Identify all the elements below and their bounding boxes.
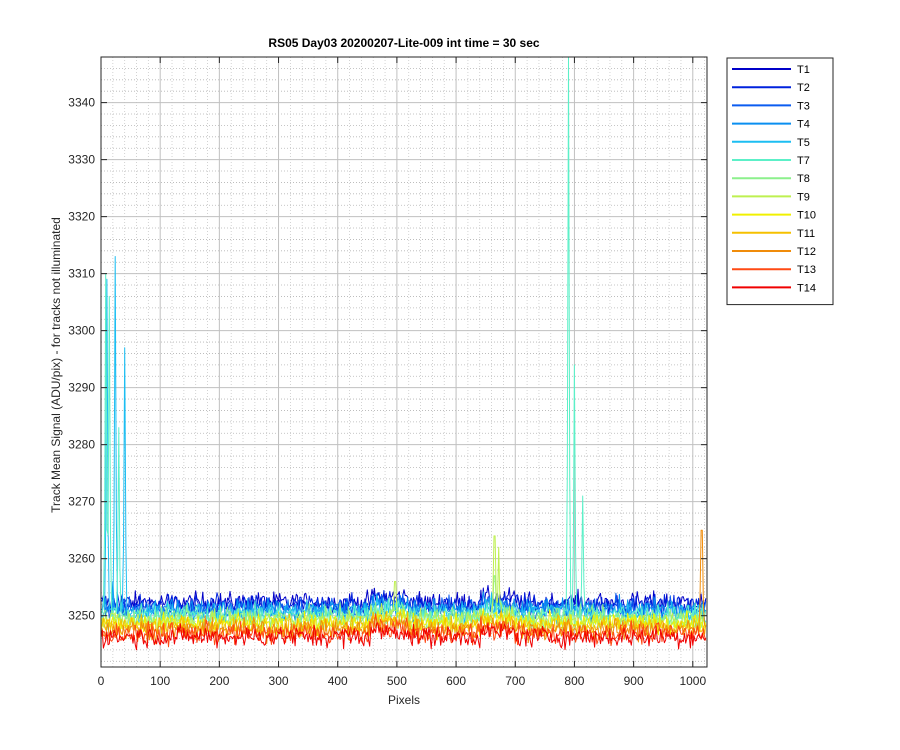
x-tick-label: 800 [564,674,584,688]
legend-label-t2[interactable]: T2 [797,82,810,94]
legend-label-t11[interactable]: T11 [797,228,815,240]
chart-title: RS05 Day03 20200207-Lite-009 int time = … [268,36,539,50]
legend-label-t8[interactable]: T8 [797,173,810,185]
y-tick-label: 3280 [68,438,95,452]
series-line-t13 [100,613,707,648]
y-tick-label: 3260 [68,552,95,566]
y-tick-label: 3300 [68,324,95,338]
legend-label-t13[interactable]: T13 [797,264,816,276]
x-tick-label: 200 [209,674,229,688]
series-line-t7 [100,56,707,631]
axis-ticks: 0 100 200 300 400 500 600 700 800 900 1000 3250 3260… [68,57,707,688]
legend-label-t12[interactable]: T12 [797,246,816,258]
legend[interactable]: T1 T2 T3 T4 T5 T7 T8 T9 T10 T11 T12 T13 T14 [726,57,834,306]
x-tick-label: 700 [505,674,525,688]
legend-label-t5[interactable]: T5 [797,137,810,149]
x-tick-label: 400 [328,674,348,688]
x-tick-label: 100 [150,674,170,688]
axes-box [100,56,708,668]
x-tick-label: 900 [624,674,644,688]
legend-label-t1[interactable]: T1 [797,64,810,76]
y-tick-label: 3290 [68,381,95,395]
y-tick-label: 3270 [68,495,95,509]
legend-label-t7[interactable]: T7 [797,155,810,167]
legend-label-t14[interactable]: T14 [797,282,816,294]
series-line-t8 [100,575,707,633]
y-tick-label: 3340 [68,96,95,110]
x-tick-label: 300 [269,674,289,688]
series-layer [100,56,707,651]
x-tick-label: 600 [446,674,466,688]
y-tick-label: 3320 [68,210,95,224]
legend-label-t3[interactable]: T3 [797,100,810,112]
series-line-t4 [100,581,707,625]
legend-label-t9[interactable]: T9 [797,191,810,203]
x-tick-label: 0 [98,674,105,688]
grid [100,56,707,667]
legend-label-t4[interactable]: T4 [797,119,810,131]
y-axis-label: Track Mean Signal (ADU/pix) - for tracks… [49,217,63,513]
x-tick-label: 500 [387,674,407,688]
y-tick-label: 3250 [68,609,95,623]
series-line-t14 [100,622,707,651]
x-tick-label: 1000 [679,674,706,688]
legend-box [726,57,834,306]
legend-label-t10[interactable]: T10 [797,210,816,222]
y-tick-label: 3310 [68,267,95,281]
x-axis-label: Pixels [388,693,420,707]
y-tick-label: 3330 [68,153,95,167]
series-line-t5 [100,256,707,628]
